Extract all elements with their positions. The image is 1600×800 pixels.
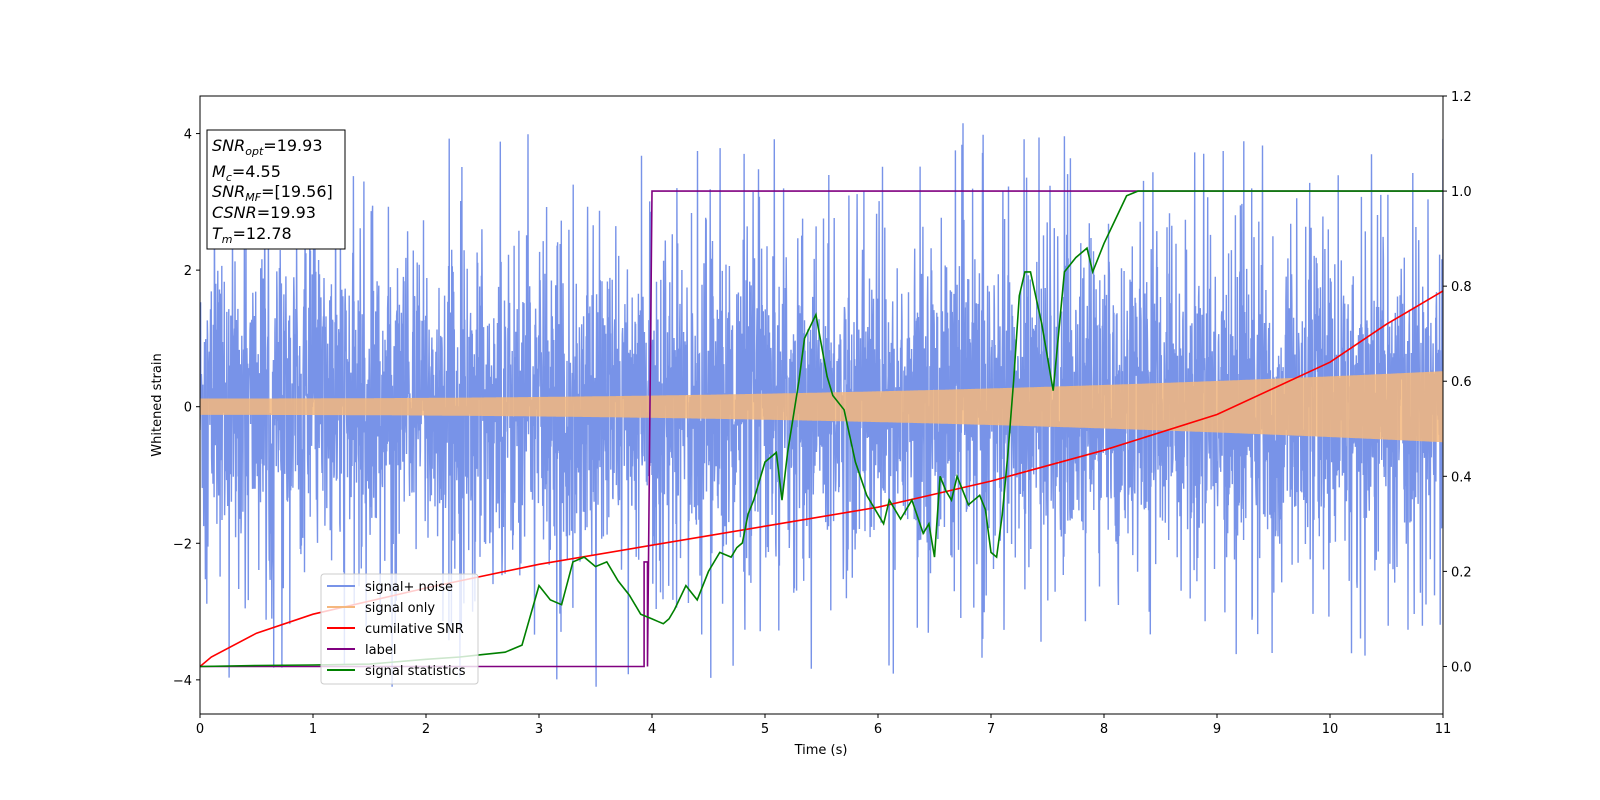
snr-annotation-box: SNRopt=19.93 Mc=4.55SNRMF=[19.56]CSNR=19.… (206, 129, 346, 250)
y-tick-label: −4 (173, 674, 192, 689)
x-tick-label: 8 (1100, 722, 1108, 737)
legend-label: cumilative SNR (365, 622, 464, 637)
annotation-line: Tm=12.78 (212, 224, 292, 246)
series-cumulative-snr (200, 290, 1443, 668)
x-tick-label: 11 (1435, 722, 1452, 737)
y2-tick-label: 0.0 (1451, 660, 1472, 675)
x-axis-title: Time (s) (794, 743, 848, 758)
x-tick-label: 0 (196, 722, 204, 737)
x-tick-label: 2 (422, 722, 430, 737)
annotation-line: SNRopt=19.93 (212, 136, 323, 158)
y2-tick-label: 0.4 (1451, 470, 1472, 485)
x-tick-label: 9 (1213, 722, 1221, 737)
plot-frame (199, 95, 1444, 715)
x-tick-label: 3 (535, 722, 543, 737)
legend-label: signal+ noise (365, 580, 453, 595)
ticks-layer: 0 1 2 3 4 5 6 7 8 9 10 11 −4 −2 0 2 4 0.0 0.2 0.4 0.6 0.8 1.0 1… (173, 90, 1472, 737)
x-tick-label: 5 (761, 722, 769, 737)
y2-tick-label: 0.6 (1451, 375, 1472, 390)
y2-tick-label: 1.2 (1451, 90, 1472, 105)
legend-label: label (365, 643, 396, 658)
x-tick-label: 7 (987, 722, 995, 737)
series-signal-only (200, 371, 1443, 443)
x-tick-label: 1 (309, 722, 317, 737)
legend-frame (320, 573, 479, 685)
x-tick-label: 4 (648, 722, 656, 737)
series-layer (200, 123, 1443, 687)
y2-tick-label: 0.2 (1451, 565, 1472, 580)
y-tick-label: 2 (184, 264, 192, 279)
y-tick-label: 4 (184, 128, 192, 143)
series-signal-statistics (200, 190, 1443, 668)
legend-label: signal only (365, 601, 435, 616)
legend-label: signal statistics (365, 664, 466, 679)
legend: signal+ noise signal only cumilative SNR la… (320, 573, 479, 685)
y2-tick-label: 1.0 (1451, 185, 1472, 200)
y-tick-label: 0 (184, 401, 192, 416)
annotation-line: CSNR=19.93 (212, 203, 316, 222)
series-label (200, 190, 1443, 668)
y-tick-label: −2 (173, 537, 192, 552)
y2-tick-label: 0.8 (1451, 280, 1472, 295)
y-axis-title: Whitened strain (150, 353, 165, 456)
x-tick-label: 10 (1322, 722, 1339, 737)
annotation-frame (206, 129, 346, 250)
annotation-line: Mc=4.55 (212, 162, 281, 184)
annotation-line: SNRMF=[19.56] (212, 182, 333, 204)
x-tick-label: 6 (874, 722, 882, 737)
